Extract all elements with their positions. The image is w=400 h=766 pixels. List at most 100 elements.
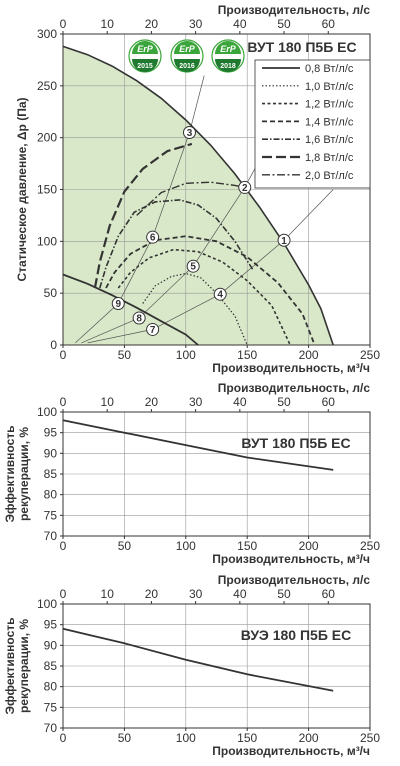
erp-badge-top (132, 41, 158, 54)
y-tick-label: 90 (44, 446, 58, 460)
x2-tick-label: 10 (101, 395, 115, 409)
y-tick-label: 80 (44, 488, 58, 502)
legend-label-6: 1,8 Вт/л/с (305, 152, 354, 164)
erp-badge-bottom (174, 59, 200, 72)
y-axis-title-line-1: Эффективность (3, 617, 17, 714)
y-tick-label: 70 (44, 721, 58, 735)
y-tick-label: 200 (37, 131, 57, 145)
x2-tick-label: 60 (322, 395, 336, 409)
x2-tick-label: 40 (233, 395, 247, 409)
point-marker-5 (186, 259, 200, 273)
x-tick-label: 150 (237, 539, 257, 553)
legend-label-5: 1,6 Вт/л/с (305, 134, 354, 146)
x-tick-label: 100 (176, 731, 196, 745)
model-title: ВУТ 180 П5Б ЕС (247, 39, 356, 55)
model-title: ВУЭ 180 П5Б ЕС (241, 627, 351, 643)
x2-tick-label: 40 (233, 17, 247, 31)
legend: 0,8 Вт/л/с 1,0 Вт/л/с 1,2 Вт/л/с 1,4 Вт/л/с… (254, 59, 371, 189)
erp-badge-year: 2018 (220, 63, 236, 70)
erp-badge-2018: ErP 2018 (211, 39, 245, 73)
y-tick-label: 75 (44, 508, 58, 522)
legend-box (254, 59, 371, 189)
y-tick-label: 250 (37, 79, 57, 93)
legend-label-4: 1,4 Вт/л/с (305, 116, 354, 128)
y-axis-title-line-2: рекуперации, % (17, 427, 31, 521)
x-tick-label: 50 (118, 539, 132, 553)
x-tick-label: 50 (118, 348, 132, 362)
point-label-9: 9 (115, 299, 121, 310)
chart-3: 0 50 100 150 200 250 0 10 20 30 40 50 60 70 75 80 85 90 95… (3, 573, 380, 758)
y-axis-title: Статическое давление, Δp (Па) (15, 97, 29, 281)
erp-badge-text: ErP (179, 44, 196, 54)
y-tick-label: 150 (37, 183, 57, 197)
x2-tick-label: 20 (145, 587, 159, 601)
erp-badge-2015: ErP 2015 (128, 39, 162, 73)
operating-area (63, 46, 334, 346)
y-tick-label: 100 (37, 597, 57, 611)
chart-2: 0 50 100 150 200 250 0 10 20 30 40 50 60 70 75 80 85 90 95… (3, 381, 380, 566)
point-marker-6 (146, 230, 160, 244)
erp-badge-text: ErP (220, 44, 237, 54)
y-axis-title-line-1: Эффективность (3, 425, 17, 522)
y-tick-label: 70 (44, 529, 58, 543)
series-line-2 (142, 272, 248, 346)
legend-label-3: 1,2 Вт/л/с (305, 99, 354, 111)
point-marker-4 (213, 287, 227, 301)
x2-tick-label: 10 (101, 17, 115, 31)
point-label-7: 7 (150, 325, 156, 336)
point-label-5: 5 (190, 262, 196, 273)
x-tick-label: 100 (176, 539, 196, 553)
x-tick-label: 200 (299, 731, 319, 745)
x2-tick-label: 20 (145, 395, 159, 409)
x-tick-label: 150 (237, 731, 257, 745)
series-line-3 (117, 248, 291, 346)
series-line-7 (136, 181, 245, 216)
erp-badge-year: 2015 (137, 63, 153, 70)
x2-tick-label: 30 (189, 395, 203, 409)
series-line-1 (62, 273, 199, 346)
legend-label-7: 2,0 Вт/л/с (305, 170, 354, 182)
point-marker-2 (238, 180, 252, 194)
x2-tick-label: 0 (60, 17, 67, 31)
point-marker-7 (146, 322, 160, 336)
point-marker-1 (277, 233, 291, 247)
x2-tick-label: 50 (277, 17, 291, 31)
series-line-1 (62, 419, 334, 471)
x-tick-label: 50 (118, 731, 132, 745)
x2-tick-label: 0 (60, 395, 67, 409)
legend-label-2: 1,0 Вт/л/с (305, 81, 354, 93)
x2-axis-title: Производительность, л/с (218, 3, 371, 17)
point-label-2: 2 (242, 183, 248, 194)
y-tick-label: 85 (44, 467, 58, 481)
x2-tick-label: 40 (233, 587, 247, 601)
y-axis-title-line-2: рекуперации, % (17, 619, 31, 713)
y-tick-label: 75 (44, 700, 58, 714)
x-tick-label: 100 (176, 348, 196, 362)
series-line-4 (105, 235, 316, 346)
y-tick-label: 90 (44, 638, 58, 652)
point-marker-3 (182, 125, 196, 139)
y-tick-label: 80 (44, 680, 58, 694)
x2-tick-label: 20 (145, 17, 159, 31)
model-title: ВУТ 180 П5Б ЕС (241, 435, 350, 451)
x-tick-label: 0 (60, 731, 67, 745)
x-tick-label: 200 (299, 539, 319, 553)
point-marker-8 (132, 311, 146, 325)
y-tick-label: 300 (37, 27, 57, 41)
point-label-1: 1 (281, 236, 287, 247)
x2-tick-label: 10 (101, 587, 115, 601)
erp-badge-bottom (215, 59, 241, 72)
erp-badge-text: ErP (137, 44, 154, 54)
x2-tick-label: 50 (277, 587, 291, 601)
series-line-5 (99, 199, 254, 289)
erp-badge-2016: ErP 2016 (170, 39, 204, 73)
x-axis-title: Производительность, м³/ч (212, 552, 370, 566)
x-tick-label: 200 (299, 348, 319, 362)
x2-axis-title: Производительность, л/с (218, 381, 371, 395)
x2-tick-label: 0 (60, 587, 67, 601)
y-tick-label: 0 (50, 338, 57, 352)
series-line-6 (93, 142, 193, 289)
x-tick-label: 150 (237, 348, 257, 362)
point-marker-9 (111, 297, 125, 311)
